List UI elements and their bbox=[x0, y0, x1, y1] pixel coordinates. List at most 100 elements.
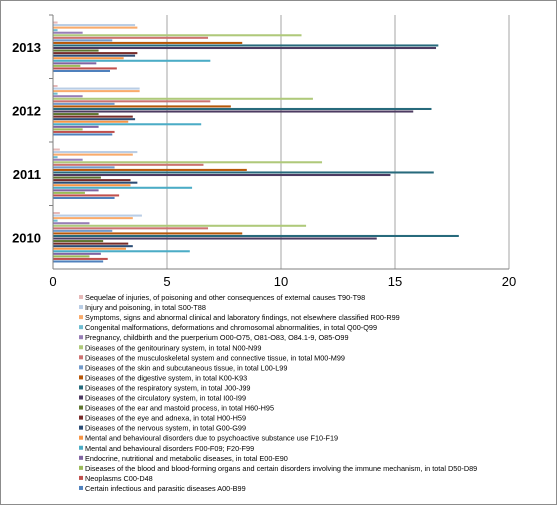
y-category-label-2012: 2012 bbox=[12, 103, 41, 118]
bar-2011-series-6 bbox=[53, 181, 138, 184]
bar-2012-series-16 bbox=[53, 92, 58, 95]
legend-swatch-12 bbox=[79, 415, 83, 420]
bar-2010-series-12 bbox=[53, 229, 113, 232]
legend-swatch-14 bbox=[79, 435, 83, 440]
bar-2011-series-10 bbox=[53, 171, 434, 174]
bar-2013-series-9 bbox=[53, 47, 437, 50]
y-category-label-2013: 2013 bbox=[12, 40, 41, 55]
bar-2013-series-8 bbox=[53, 49, 99, 52]
bar-2013-series-3 bbox=[53, 62, 97, 65]
bar-2010-series-3 bbox=[53, 252, 101, 255]
bar-2011-series-7 bbox=[53, 179, 131, 182]
bar-2013-series-1 bbox=[53, 67, 117, 70]
bar-2013-series-7 bbox=[53, 52, 138, 55]
bar-2013-series-17 bbox=[53, 26, 138, 29]
legend-swatch-8 bbox=[79, 375, 83, 380]
legend-entry-18: Neoplasms C00-D48 bbox=[85, 474, 153, 483]
bar-2011-series-16 bbox=[53, 156, 58, 159]
bar-2010-series-14 bbox=[53, 224, 307, 227]
bar-2012-series-4 bbox=[53, 123, 202, 126]
bar-2013-series-5 bbox=[53, 57, 124, 60]
legend-swatch-16 bbox=[79, 455, 83, 460]
legend-swatch-17 bbox=[79, 465, 83, 470]
legend-entry-19: Certain infectious and parasitic disease… bbox=[85, 484, 246, 493]
bar-2010-series-9 bbox=[53, 237, 377, 240]
legend-entry-11: Diseases of the ear and mastoid process,… bbox=[85, 404, 274, 413]
legend-swatch-18 bbox=[79, 475, 83, 480]
bar-2013-series-18 bbox=[53, 24, 136, 27]
bar-2011-series-4 bbox=[53, 186, 193, 189]
legend-entry-15: Mental and behavioural disorders F00-F09… bbox=[85, 444, 254, 453]
legend-entry-10: Diseases of the circulatory system, in t… bbox=[85, 394, 246, 403]
legend-swatch-0 bbox=[79, 295, 83, 299]
bar-2011-series-17 bbox=[53, 153, 133, 156]
bar-2012-series-17 bbox=[53, 90, 140, 93]
bar-2012-series-15 bbox=[53, 95, 83, 98]
legend-entry-3: Congenital malformations, deformations a… bbox=[85, 323, 377, 332]
gridlines bbox=[166, 15, 510, 269]
bar-2010-series-16 bbox=[53, 219, 58, 222]
legend-entry-9: Diseases of the respiratory system, in t… bbox=[85, 383, 250, 392]
bar-2012-series-10 bbox=[53, 107, 432, 110]
bar-2010-series-1 bbox=[53, 257, 108, 260]
legend-entry-4: Pregnancy, childbirth and the puerperium… bbox=[85, 333, 349, 342]
bar-2010-series-10 bbox=[53, 234, 459, 237]
bar-2011-series-9 bbox=[53, 174, 391, 177]
bar-2011-series-15 bbox=[53, 158, 83, 161]
legend-swatch-19 bbox=[79, 485, 83, 490]
bar-2011-series-1 bbox=[53, 194, 120, 197]
bar-2013-series-10 bbox=[53, 44, 439, 47]
bar-2011-series-3 bbox=[53, 189, 99, 192]
legend-entry-7: Diseases of the skin and subcutaneous ti… bbox=[85, 363, 287, 372]
legend-entry-12: Diseases of the eye and adnexa, in total… bbox=[85, 414, 246, 423]
bar-2013-series-13 bbox=[53, 36, 209, 39]
legend-swatch-5 bbox=[79, 345, 83, 350]
bar-2011-series-12 bbox=[53, 166, 115, 169]
bar-2010-series-17 bbox=[53, 217, 133, 220]
bar-2012-series-13 bbox=[53, 100, 211, 103]
x-tick-label-20: 20 bbox=[502, 274, 516, 289]
legend-swatch-7 bbox=[79, 365, 83, 370]
bar-2013-series-4 bbox=[53, 59, 211, 62]
x-tick-label-10: 10 bbox=[274, 274, 288, 289]
bar-2010-series-2 bbox=[53, 255, 90, 258]
bar-2012-series-9 bbox=[53, 110, 414, 113]
legend-entry-0: Sequelae of injuries, of poisoning and o… bbox=[85, 293, 365, 302]
legend-swatch-15 bbox=[79, 445, 83, 450]
legend-swatch-1 bbox=[79, 305, 83, 310]
bar-2012-series-7 bbox=[53, 115, 133, 118]
bar-2012-series-11 bbox=[53, 105, 231, 108]
bar-2010-series-5 bbox=[53, 247, 126, 250]
bar-2013-series-14 bbox=[53, 34, 302, 37]
bar-2013-series-0 bbox=[53, 69, 110, 72]
legend-swatch-10 bbox=[79, 395, 83, 400]
bar-2012-series-1 bbox=[53, 130, 115, 133]
legend: Sequelae of injuries, of poisoning and o… bbox=[79, 293, 477, 493]
legend-entry-5: Diseases of the genitourinary system, in… bbox=[85, 343, 261, 352]
bar-2012-series-5 bbox=[53, 120, 129, 123]
bar-2010-series-11 bbox=[53, 232, 243, 235]
bar-2010-series-0 bbox=[53, 260, 104, 263]
legend-entry-1: Injury and poisoning, in total S00-T88 bbox=[85, 303, 206, 312]
bar-2011-series-19 bbox=[53, 148, 60, 151]
bar-2010-series-13 bbox=[53, 227, 209, 230]
bar-2012-series-14 bbox=[53, 97, 313, 100]
legend-swatch-9 bbox=[79, 385, 83, 390]
legend-swatch-6 bbox=[79, 355, 83, 360]
bar-2010-series-8 bbox=[53, 240, 104, 243]
bar-2011-series-13 bbox=[53, 163, 204, 166]
bar-2012-series-18 bbox=[53, 87, 140, 90]
legend-entry-17: Diseases of the blood and blood-forming … bbox=[85, 464, 477, 473]
legend-entry-13: Diseases of the nervous system, in total… bbox=[85, 424, 246, 433]
bar-2013-series-11 bbox=[53, 41, 243, 44]
x-tick-label-5: 5 bbox=[163, 274, 170, 289]
bar-2010-series-18 bbox=[53, 214, 142, 217]
legend-entry-14: Mental and behavioural disorders due to … bbox=[85, 434, 338, 443]
bar-2011-series-11 bbox=[53, 168, 247, 171]
legend-entry-6: Diseases of the musculoskeletal system a… bbox=[85, 353, 345, 362]
x-tick-label-0: 0 bbox=[49, 274, 56, 289]
bar-2012-series-6 bbox=[53, 118, 136, 121]
y-category-label-2010: 2010 bbox=[12, 230, 41, 245]
